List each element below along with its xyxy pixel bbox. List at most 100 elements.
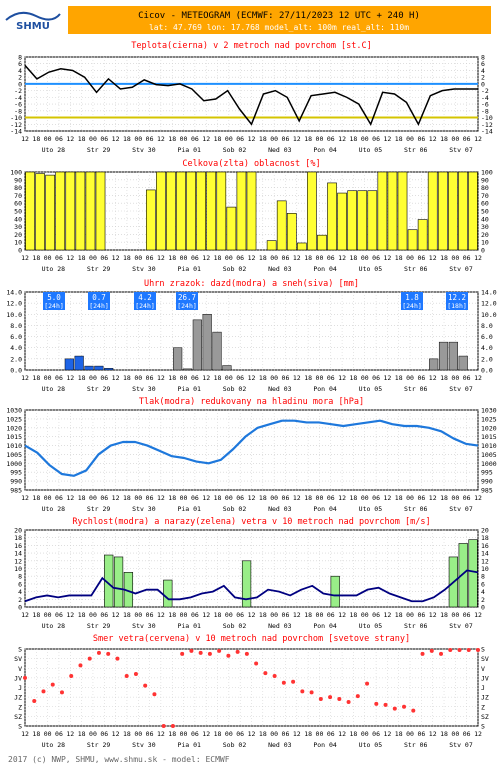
x-day-label: Uto 05	[359, 622, 383, 630]
x-hour-label: 12	[66, 730, 74, 738]
x-hour-label: 06	[372, 611, 380, 619]
x-hour-label: 00	[451, 374, 459, 382]
x-hour-label: 06	[463, 494, 471, 502]
x-hour-label: 12	[429, 730, 437, 738]
y-tick-label-left: 14	[14, 550, 22, 558]
x-hour-label: 06	[100, 730, 108, 738]
cloud-bar	[186, 171, 196, 251]
y-tick-label-left: 1020	[6, 424, 22, 432]
daily-total-period: [18h]	[447, 302, 467, 310]
daily-total-value: 5.0	[47, 293, 61, 302]
x-hour-label: 12	[21, 494, 29, 502]
y-tick-label-left: 16	[14, 542, 22, 550]
y-tick-label-right: SZ	[481, 713, 489, 721]
wind-direction-point	[272, 673, 277, 678]
header: Cicov - METEOGRAM (ECMWF: 27/11/2023 12 …	[4, 6, 491, 34]
x-hour-label: 06	[417, 494, 425, 502]
y-tick-label-left: SZ	[14, 713, 22, 721]
x-day-label: Stv 30	[132, 385, 156, 393]
precip-bar	[84, 365, 94, 371]
daily-total-period: [24h]	[89, 302, 109, 310]
x-hour-label: 00	[134, 730, 142, 738]
x-hour-label: 00	[180, 730, 188, 738]
daily-total-badge	[134, 292, 156, 310]
cloud-bar	[266, 240, 277, 251]
x-hour-label: 06	[282, 254, 290, 262]
y-tick-label-right: -14	[481, 128, 493, 136]
precip-bar	[212, 331, 222, 371]
wind-direction-point	[300, 689, 305, 694]
plot-frame	[24, 529, 479, 608]
x-hour-label: 00	[89, 135, 97, 143]
x-hour-label: 12	[248, 374, 256, 382]
y-tick-label-right: 985	[481, 487, 493, 495]
x-hour-label: 18	[32, 730, 40, 738]
y-tick-label-right: 12	[481, 557, 489, 565]
x-hour-label: 06	[55, 254, 63, 262]
x-hour-label: 18	[259, 374, 267, 382]
x-hour-label: 06	[327, 374, 335, 382]
x-hour-label: 12	[202, 611, 210, 619]
x-hour-label: 12	[338, 135, 346, 143]
panel-4: Rychlost(modra) a narazy(zelena) vetra v…	[14, 517, 489, 630]
wind-direction-point	[466, 647, 471, 652]
precip-bar	[192, 319, 202, 371]
x-hour-label: 06	[282, 135, 290, 143]
x-day-label: Uto 28	[42, 505, 66, 513]
x-hour-label: 18	[214, 374, 222, 382]
x-hour-label: 18	[214, 730, 222, 738]
wind-direction-point	[318, 697, 323, 702]
x-hour-label: 06	[146, 254, 154, 262]
x-day-label: Sob 02	[223, 741, 247, 749]
x-day-label: Stv 07	[449, 265, 473, 273]
x-hour-label: 18	[350, 730, 358, 738]
y-tick-label-left: 4	[18, 588, 22, 596]
x-day-label: Pon 04	[313, 265, 337, 273]
x-hour-label: 06	[191, 494, 199, 502]
x-hour-label: 06	[146, 135, 154, 143]
wind-direction-point	[170, 724, 175, 728]
y-tick-label-left: 8	[18, 573, 22, 581]
wind-direction-point	[328, 695, 333, 700]
y-tick-label-right: 100	[481, 169, 493, 177]
x-day-label: Uto 28	[42, 265, 66, 273]
x-hour-label: 00	[89, 611, 97, 619]
x-day-label: Stv 30	[132, 146, 156, 154]
x-hour-label: 12	[202, 494, 210, 502]
x-day-label: Ned 03	[268, 505, 292, 513]
daily-total-period: [24h]	[177, 302, 197, 310]
cloud-bar	[397, 171, 408, 251]
y-tick-label-left: 4.0	[10, 344, 22, 352]
precip-bar	[202, 314, 212, 371]
x-hour-label: 12	[112, 730, 120, 738]
wind-direction-point	[365, 681, 370, 686]
cloud-bar	[468, 171, 478, 251]
x-hour-label: 12	[66, 494, 74, 502]
x-hour-label: 00	[134, 374, 142, 382]
x-hour-label: 06	[100, 494, 108, 502]
y-tick-label-left: 30	[14, 223, 22, 231]
x-hour-label: 18	[32, 374, 40, 382]
wind-direction-point	[476, 647, 480, 652]
x-hour-label: 18	[78, 611, 86, 619]
y-tick-label-left: 1005	[6, 451, 22, 459]
x-hour-label: 12	[383, 494, 391, 502]
y-tick-label-left: S	[18, 646, 22, 654]
y-tick-label-left: 12.0	[6, 300, 22, 308]
x-hour-label: 00	[270, 730, 278, 738]
x-hour-label: 12	[21, 611, 29, 619]
y-tick-label-right: 4	[481, 588, 485, 596]
x-day-label: Stv 07	[449, 741, 473, 749]
x-hour-label: 18	[350, 135, 358, 143]
panel-0: Teplota(cierna) v 2 metroch nad povrchom…	[10, 41, 493, 154]
y-tick-label-left: Z	[18, 703, 22, 711]
y-tick-label-right: 990	[481, 478, 493, 486]
x-hour-label: 12	[248, 254, 256, 262]
x-hour-label: 00	[406, 254, 414, 262]
y-tick-label-left: -2	[14, 87, 22, 95]
daily-total-value: 0.7	[92, 293, 106, 302]
y-tick-label-right: -4	[481, 94, 489, 102]
y-tick-label-left: 0.0	[10, 367, 22, 375]
x-hour-label: 00	[225, 730, 233, 738]
